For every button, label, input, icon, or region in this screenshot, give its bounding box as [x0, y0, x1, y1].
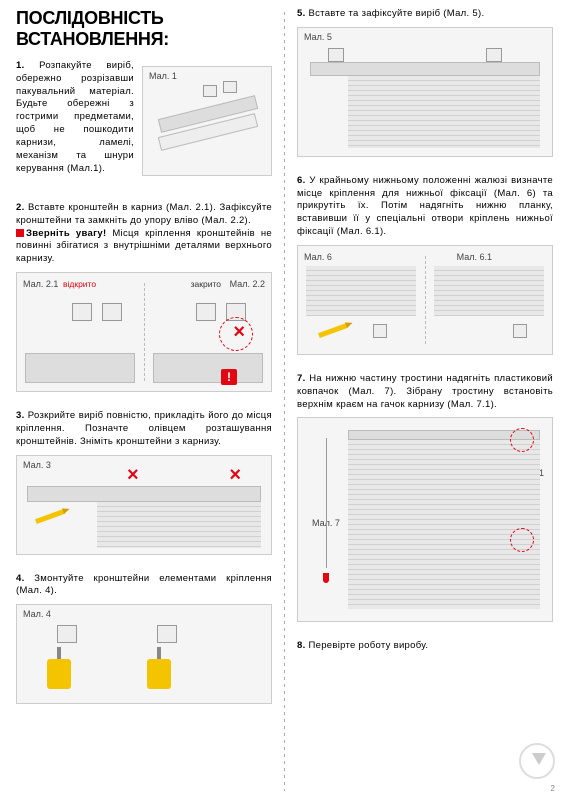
drill-icon	[47, 647, 77, 692]
figure-1: Мал. 1	[142, 66, 272, 176]
step-3-text: 3. Розкрийте виріб повністю, прикладіть …	[16, 410, 272, 448]
step-2-text: 2. Вставте кронштейн в карниз (Мал. 2.1)…	[16, 202, 272, 228]
step-4-text: 4. Змонтуйте кронштейни елементами кріпл…	[16, 573, 272, 599]
step-2-warning: Зверніть увагу! Місця кріплення кронштей…	[16, 228, 272, 266]
step-2: 2. Вставте кронштейн в карниз (Мал. 2.1)…	[16, 202, 272, 402]
step-5-text: 5. Вставте та зафіксуйте виріб (Мал. 5).	[297, 8, 553, 21]
figure-6: Мал. 6 Мал. 6.1	[297, 245, 553, 355]
main-title: ПОСЛІДОВНІСТЬ ВСТАНОВЛЕННЯ:	[16, 8, 272, 50]
figure-5: Мал. 5	[297, 27, 553, 157]
step-1: Мал. 1 1. Розпакуйте виріб, обережно роз…	[16, 60, 272, 180]
figure-6-label: Мал. 6	[304, 252, 332, 262]
drill-icon	[147, 647, 177, 692]
label-open: відкрито	[63, 279, 96, 289]
label-closed: закрито	[191, 279, 221, 289]
step-3: 3. Розкрийте виріб повністю, прикладіть …	[16, 410, 272, 564]
right-column: 5. Вставте та зафіксуйте виріб (Мал. 5).…	[285, 8, 553, 791]
step-5: 5. Вставте та зафіксуйте виріб (Мал. 5).…	[297, 8, 553, 167]
step-6: 6. У крайньому нижньому положенні жалюзі…	[297, 175, 553, 365]
step-7: 7. На нижню частину тростини надягніть п…	[297, 373, 553, 632]
step-7-text: 7. На нижню частину тростини надягніть п…	[297, 373, 553, 411]
step-6-text: 6. У крайньому нижньому положенні жалюзі…	[297, 175, 553, 239]
left-column: ПОСЛІДОВНІСТЬ ВСТАНОВЛЕННЯ: Мал. 1 1. Ро…	[16, 8, 284, 791]
download-arrow-icon[interactable]	[519, 743, 555, 779]
step-8: 8. Перевірте роботу виробу.	[297, 640, 553, 653]
figure-1-label: Мал. 1	[149, 71, 177, 81]
figure-2-2-label: Мал. 2.2	[230, 279, 265, 289]
step-4: 4. Змонтуйте кронштейни елементами кріпл…	[16, 573, 272, 715]
alert-icon: !	[221, 369, 237, 385]
figure-3: Мал. 3 × ×	[16, 455, 272, 555]
figure-7: Мал. 7 Мал. 7.1	[297, 417, 553, 622]
page-container: ПОСЛІДОВНІСТЬ ВСТАНОВЛЕННЯ: Мал. 1 1. Ро…	[0, 0, 565, 799]
warning-icon	[16, 229, 24, 237]
figure-6-1-label: Мал. 6.1	[457, 252, 492, 262]
figure-3-label: Мал. 3	[23, 460, 51, 470]
step-8-text: 8. Перевірте роботу виробу.	[297, 640, 553, 653]
figure-4-label: Мал. 4	[23, 609, 51, 619]
page-number: 2	[551, 784, 555, 793]
figure-4: Мал. 4	[16, 604, 272, 704]
figure-2: Мал. 2.1 Мал. 2.2 відкрито закрито × !	[16, 272, 272, 392]
figure-5-label: Мал. 5	[304, 32, 332, 42]
figure-2-1-label: Мал. 2.1	[23, 279, 58, 289]
